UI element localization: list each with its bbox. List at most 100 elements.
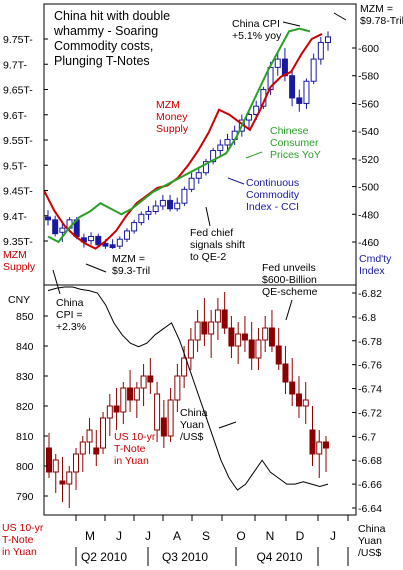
tnote-candle <box>52 459 59 473</box>
cci-candle <box>310 58 317 82</box>
right-tick-label: -540 <box>358 126 379 138</box>
tnote-candle <box>235 333 242 347</box>
right-axis-label-top: Cmd'ty Index <box>359 253 392 277</box>
tnote-candle <box>316 441 323 455</box>
right-axis-label-bottom: China Yuan/US$ <box>358 523 386 559</box>
tnote-candle <box>295 393 302 407</box>
leader-line <box>218 421 237 429</box>
tnote-candle <box>79 441 86 455</box>
tnote-candle <box>302 399 309 407</box>
annotation-mzm-label: MZM Money Supply <box>156 99 189 135</box>
left-axis-label-top: MZM Supply <box>3 249 36 273</box>
right-tick-label: -6.7 <box>358 431 376 443</box>
leader-line <box>333 12 347 21</box>
cci-candle <box>289 75 296 99</box>
left-axis-label-bottom: US 10-yr T-Note in Yuan <box>2 522 44 558</box>
cci-candle <box>325 36 331 43</box>
cpi-series-line <box>47 27 311 244</box>
cci-candle <box>138 213 145 224</box>
cci-candle <box>174 202 181 210</box>
annotation-china-cpi-low: China CPI = +2.3% <box>56 297 86 333</box>
left-tick-label: 9.65T- <box>3 85 33 97</box>
tnote-candle <box>323 441 329 449</box>
right-tick-label: -6.72 <box>358 407 382 419</box>
cci-candle <box>195 172 202 179</box>
tnote-candle <box>194 321 201 341</box>
cci-candle <box>253 105 260 116</box>
tnote-candle <box>228 327 235 347</box>
month-label: D <box>296 529 305 543</box>
right-tick-label: -6.66 <box>358 479 382 491</box>
right-tick-label: -6.78 <box>358 336 382 348</box>
annotation-fed-unveils: Fed unveils $600-Billion QE-scheme <box>262 262 318 298</box>
tnote-candle <box>140 375 147 389</box>
cci-candle <box>303 80 310 104</box>
cci-candle <box>181 188 188 204</box>
chart-title-line: whammy - Soaring <box>53 24 158 38</box>
annotation-cpi-label: Chinese Consumer Prices YoY <box>270 125 321 161</box>
left-tick-label: 9.45T- <box>3 186 33 198</box>
leader-line <box>245 151 263 159</box>
chart-title-line: Commodity costs, <box>54 39 153 53</box>
right-tick-label: -6.64 <box>358 503 382 515</box>
cci-candle <box>88 235 95 242</box>
left-tick-label: 810 <box>16 431 34 443</box>
cci-candle <box>167 199 174 210</box>
tnote-candle <box>241 333 248 341</box>
month-label: A <box>173 529 181 543</box>
right-tick-label: -6.74 <box>358 384 382 396</box>
quarter-label: Q4 2010 <box>256 550 302 564</box>
axes-frame <box>43 3 357 516</box>
left-tick-label: 840 <box>16 341 34 353</box>
tnote-candle <box>133 387 140 401</box>
leader-line <box>285 299 293 321</box>
tnote-candle <box>262 327 269 341</box>
tnote-candle <box>248 339 255 359</box>
tnote-candle <box>160 417 167 437</box>
annotation-china-cpi-high: China CPI +5.1% yoy <box>232 18 282 42</box>
quarter-label: Q3 2010 <box>162 550 208 564</box>
left-tick-label: 790 <box>16 491 34 503</box>
left-tick-label: 9.35T- <box>3 236 33 248</box>
tnote-candle <box>93 447 100 455</box>
right-tick-label: -6.68 <box>358 455 382 467</box>
right-tick-label: -6.8 <box>358 312 376 324</box>
left-tick-label: 9.5T- <box>3 160 27 172</box>
tnote-candle <box>221 309 228 329</box>
plot-frame <box>43 3 357 516</box>
cci-candle <box>202 161 209 174</box>
leader-line <box>205 206 211 227</box>
leader-line <box>85 263 107 273</box>
tnote-candle <box>106 405 113 419</box>
cci-candle <box>317 41 324 60</box>
yuan-series-line <box>47 286 329 491</box>
cci-candle <box>152 205 159 213</box>
tnote-candle <box>120 387 127 413</box>
tnote-candle <box>174 375 181 401</box>
right-tick-label: -460 <box>358 237 379 249</box>
tnote-candle <box>275 345 282 365</box>
annotation-mzm-low: MZM = $9.3-Tril <box>112 253 150 277</box>
month-label: S <box>202 529 210 543</box>
tnote-candle <box>167 399 174 437</box>
left-tick-label: 830 <box>16 371 34 383</box>
cci-candle <box>210 150 217 163</box>
tnote-candle <box>201 321 208 335</box>
left-tick-label: 850 <box>16 311 34 323</box>
annotation-tnote-label: US 10-yr T-Note in Yuan <box>114 431 156 467</box>
leader-line <box>282 21 301 27</box>
annotation-mzm-high: MZM = $9.78-Tril <box>360 3 403 27</box>
right-tick-label: -6.76 <box>358 360 382 372</box>
left-tick-label: 9.75T- <box>3 34 33 46</box>
cci-candle <box>188 177 195 190</box>
right-tick-label: -560 <box>358 98 379 110</box>
leader-line <box>227 177 245 185</box>
left-tick-label: 800 <box>16 461 34 473</box>
right-tick-label: -520 <box>358 154 379 166</box>
month-label: J <box>116 529 122 543</box>
tnote-candle <box>181 357 188 377</box>
mzm-series-line <box>43 33 323 250</box>
right-tick-label: -500 <box>358 182 379 194</box>
tnote-candle <box>154 393 161 431</box>
